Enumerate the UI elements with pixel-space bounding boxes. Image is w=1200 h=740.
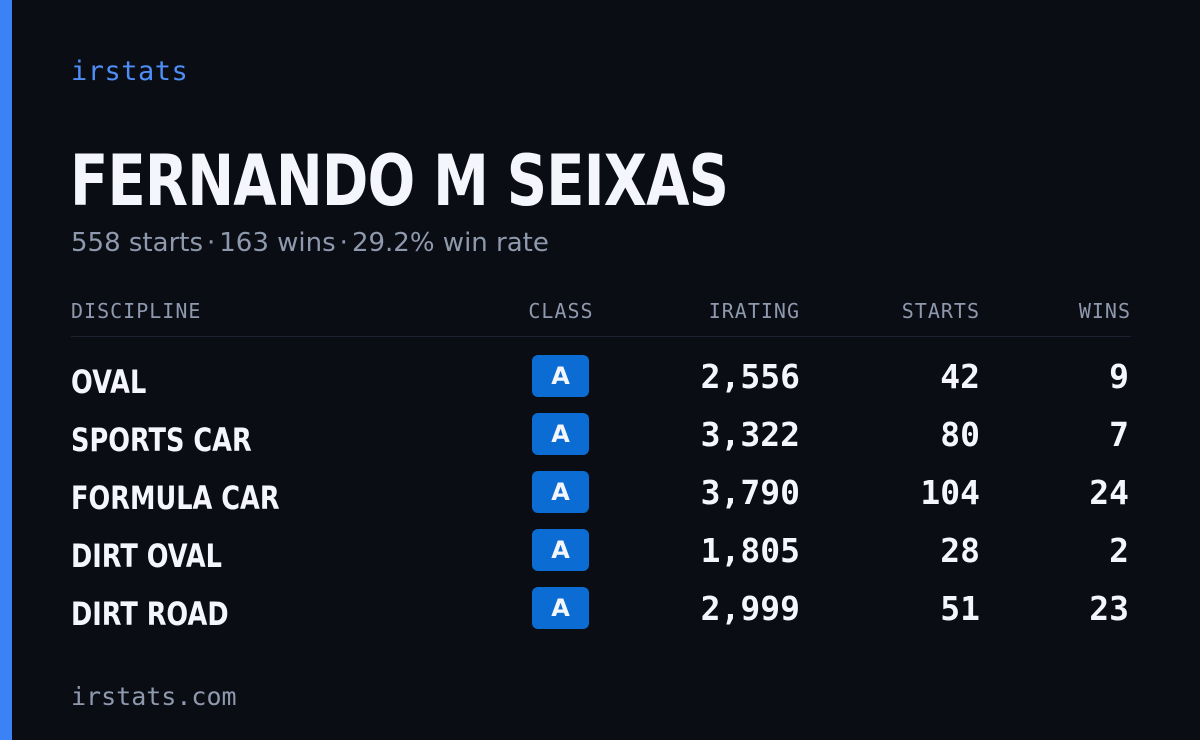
class-badge: A [532,355,589,397]
irating-value: 1,805 [700,531,800,570]
class-badge: A [532,471,589,513]
irating-value: 2,999 [700,589,800,628]
stats-table: DISCIPLINE CLASS IRATING STARTS WINS OVA… [71,296,1131,643]
summary-separator: · [207,228,216,258]
class-badge: A [532,529,589,571]
starts-value: 42 [940,357,980,396]
starts-value: 28 [940,531,980,570]
column-header-class: CLASS [528,299,594,323]
summary-win-rate: 29.2% win rate [351,228,549,258]
footer-url: irstats.com [71,682,237,711]
table-row: SPORTS CAR A 3,322 80 7 [71,411,1131,469]
wins-value: 24 [1089,473,1129,512]
column-header-irating: IRATING [708,299,800,323]
discipline-name: DIRT OVAL [71,537,222,575]
summary-starts: 558 starts [71,228,203,258]
wins-value: 2 [1109,531,1129,570]
summary-line: 558 starts · 163 wins · 29.2% win rate [71,228,549,258]
summary-wins: 163 wins [219,228,336,258]
discipline-name: DIRT ROAD [71,595,229,633]
column-header-discipline: DISCIPLINE [71,299,202,323]
starts-value: 51 [940,589,980,628]
table-body: OVAL A 2,556 42 9 SPORTS CAR A 3,322 80 … [71,337,1131,643]
table-row: DIRT OVAL A 1,805 28 2 [71,527,1131,585]
class-badge: A [532,413,589,455]
irating-value: 3,790 [700,473,800,512]
table-row: DIRT ROAD A 2,999 51 23 [71,585,1131,643]
summary-separator: · [339,228,348,258]
wins-value: 7 [1109,415,1129,454]
discipline-name: OVAL [71,363,147,401]
discipline-name: FORMULA CAR [71,479,280,517]
table-header: DISCIPLINE CLASS IRATING STARTS WINS [71,296,1131,337]
brand-logo: irstats [71,56,189,87]
table-row: FORMULA CAR A 3,790 104 24 [71,469,1131,527]
irating-value: 3,322 [700,415,800,454]
starts-value: 80 [940,415,980,454]
irating-value: 2,556 [700,357,800,396]
wins-value: 23 [1089,589,1129,628]
column-header-starts: STARTS [901,299,980,323]
wins-value: 9 [1109,357,1129,396]
table-row: OVAL A 2,556 42 9 [71,353,1131,411]
column-header-wins: WINS [1078,299,1131,323]
starts-value: 104 [920,473,980,512]
driver-name: FERNANDO M SEIXAS [70,140,729,222]
discipline-name: SPORTS CAR [71,421,252,459]
class-badge: A [532,587,589,629]
accent-bar [0,0,12,740]
